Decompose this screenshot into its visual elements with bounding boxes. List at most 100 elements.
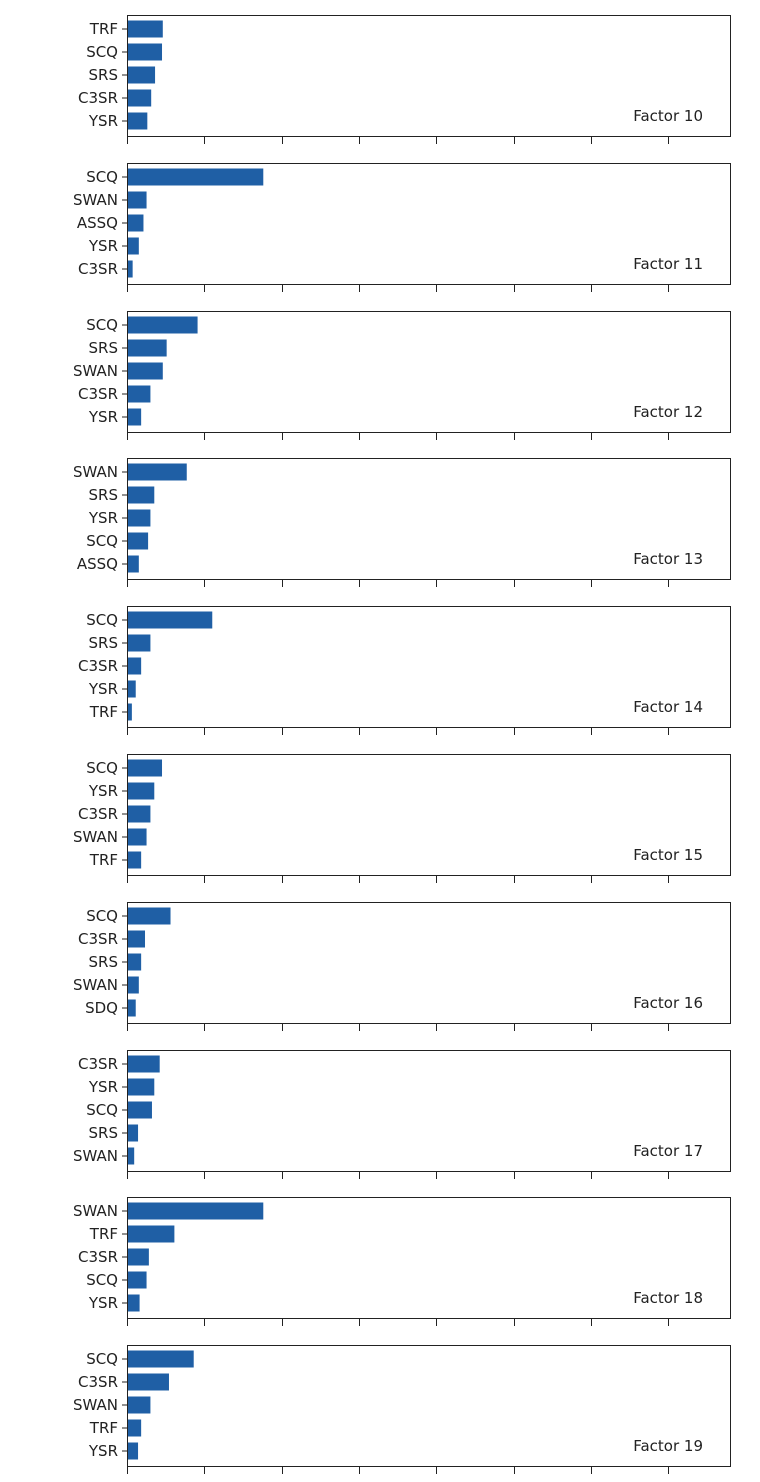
bar [128, 532, 149, 550]
axes-frame [127, 163, 731, 285]
y-tick-label: SCQ [86, 43, 118, 61]
y-tick-label: YSR [88, 1078, 118, 1096]
axes-frame [127, 754, 731, 876]
y-tick-label: YSR [88, 112, 118, 130]
y-tick-label: YSR [88, 1294, 118, 1312]
y-tick-label: SRS [89, 66, 118, 84]
y-tick-label: C3SR [78, 260, 118, 278]
y-tick-label: YSR [88, 509, 118, 527]
bar [128, 1225, 175, 1243]
y-tick-label: SDQ [85, 999, 118, 1017]
bar [128, 759, 163, 777]
factor-annotation: Factor 15 [633, 846, 703, 864]
bar [128, 20, 163, 38]
y-tick-label: SCQ [86, 759, 118, 777]
y-tick-label: C3SR [78, 1055, 118, 1073]
axes-frame [127, 606, 731, 728]
factor-annotation: Factor 11 [633, 255, 703, 273]
bar [128, 930, 146, 948]
bar [128, 1248, 149, 1266]
y-tick-label: SRS [89, 486, 118, 504]
factor-annotation: Factor 19 [633, 1437, 703, 1455]
bar [128, 611, 213, 629]
bar [128, 362, 163, 380]
factor-annotation: Factor 12 [633, 403, 703, 421]
y-tick-label: TRF [89, 703, 118, 721]
y-tick-label: ASSQ [77, 555, 118, 573]
bar [128, 260, 133, 278]
y-tick-label: C3SR [78, 1248, 118, 1266]
factor-annotation: Factor 13 [633, 550, 703, 568]
y-tick-label: SCQ [86, 611, 118, 629]
factor-annotation: Factor 10 [633, 107, 703, 125]
bar [128, 66, 156, 84]
y-tick-label: SWAN [73, 1147, 118, 1165]
factor-panel: C3SR YSR SCQ SRS SWAN Factor 17 [73, 1050, 731, 1179]
axes-frame [127, 1050, 731, 1172]
factor-panel: SCQ SRS C3SR YSR TRF Factor 14 [78, 606, 731, 735]
y-tick-label: SCQ [86, 532, 118, 550]
bar [128, 43, 163, 61]
bar [128, 907, 171, 925]
factor-panel: SCQ C3SR SRS SWAN SDQ Factor 16 [73, 902, 731, 1031]
bar [128, 463, 187, 481]
bar [128, 1202, 264, 1220]
y-tick-label: SRS [89, 634, 118, 652]
factor-panel: TRF SCQ SRS C3SR YSR Factor 10 [78, 15, 731, 144]
y-tick-label: C3SR [78, 1373, 118, 1391]
bar [128, 385, 151, 403]
bar [128, 1101, 152, 1119]
y-tick-label: TRF [89, 1225, 118, 1243]
axes-frame [127, 311, 731, 433]
y-tick-label: SRS [89, 1124, 118, 1142]
bar [128, 634, 151, 652]
bar [128, 555, 139, 573]
axes-frame [127, 1197, 731, 1319]
axes-frame [127, 15, 731, 137]
y-tick-label: SWAN [73, 191, 118, 209]
factor-panel: SCQ YSR C3SR SWAN TRF Factor 15 [73, 754, 731, 883]
y-tick-label: C3SR [78, 385, 118, 403]
axes-frame [127, 902, 731, 1024]
factor-panel: SCQ SWAN ASSQ YSR C3SR Factor 11 [73, 163, 731, 292]
bar [128, 509, 151, 527]
y-tick-label: YSR [88, 680, 118, 698]
bar [128, 408, 142, 426]
bar [128, 703, 132, 721]
y-tick-label: SWAN [73, 828, 118, 846]
bar [128, 1055, 160, 1073]
factor-annotation: Factor 17 [633, 1142, 703, 1160]
bar [128, 1350, 194, 1368]
bar [128, 316, 198, 334]
y-tick-label: SRS [89, 339, 118, 357]
factor-annotation: Factor 18 [633, 1289, 703, 1307]
bar [128, 1419, 142, 1437]
y-tick-label: TRF [89, 20, 118, 38]
y-tick-label: SWAN [73, 362, 118, 380]
bar [128, 237, 139, 255]
bar [128, 214, 144, 232]
bar [128, 168, 264, 186]
bar [128, 657, 142, 675]
bar [128, 805, 151, 823]
axes-frame [127, 1345, 731, 1467]
y-tick-label: SCQ [86, 1271, 118, 1289]
y-tick-label: SWAN [73, 1202, 118, 1220]
y-tick-label: C3SR [78, 657, 118, 675]
y-tick-label: C3SR [78, 805, 118, 823]
y-tick-label: YSR [88, 408, 118, 426]
bar [128, 1271, 147, 1289]
y-tick-label: YSR [88, 1442, 118, 1460]
y-tick-label: ASSQ [77, 214, 118, 232]
axes-frame [127, 458, 731, 580]
y-tick-label: SWAN [73, 976, 118, 994]
bar [128, 976, 139, 994]
y-tick-label: YSR [88, 782, 118, 800]
bar [128, 999, 136, 1017]
y-tick-label: SCQ [86, 907, 118, 925]
factor-panel: SCQ C3SR SWAN TRF YSR Factor 19 [73, 1345, 731, 1474]
bar [128, 680, 136, 698]
factor-annotation: Factor 14 [633, 698, 703, 716]
bar [128, 1294, 140, 1312]
